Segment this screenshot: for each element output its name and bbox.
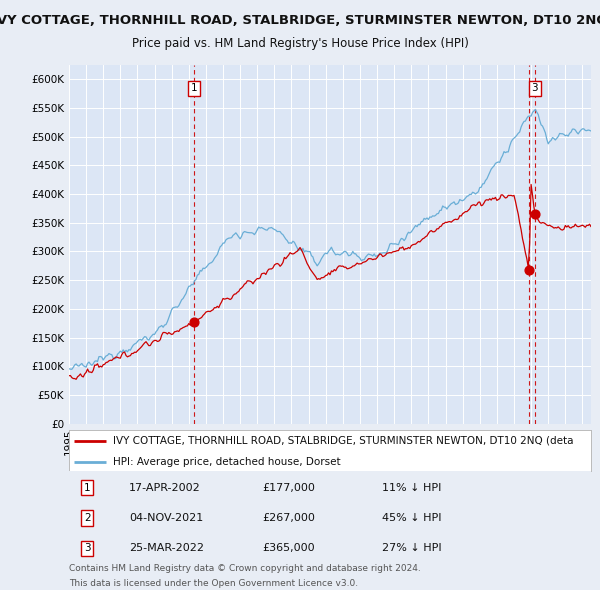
Text: 1: 1 — [84, 483, 91, 493]
Text: 17-APR-2002: 17-APR-2002 — [129, 483, 201, 493]
Text: IVY COTTAGE, THORNHILL ROAD, STALBRIDGE, STURMINSTER NEWTON, DT10 2NQ: IVY COTTAGE, THORNHILL ROAD, STALBRIDGE,… — [0, 14, 600, 27]
Text: £267,000: £267,000 — [262, 513, 315, 523]
Text: 27% ↓ HPI: 27% ↓ HPI — [382, 543, 442, 553]
Text: 3: 3 — [84, 543, 91, 553]
Text: 11% ↓ HPI: 11% ↓ HPI — [382, 483, 442, 493]
Text: 3: 3 — [532, 83, 538, 93]
Text: £177,000: £177,000 — [262, 483, 315, 493]
Text: 45% ↓ HPI: 45% ↓ HPI — [382, 513, 442, 523]
Point — [530, 209, 539, 219]
Text: 25-MAR-2022: 25-MAR-2022 — [129, 543, 204, 553]
Text: Contains HM Land Registry data © Crown copyright and database right 2024.: Contains HM Land Registry data © Crown c… — [69, 565, 421, 573]
Text: HPI: Average price, detached house, Dorset: HPI: Average price, detached house, Dors… — [113, 457, 341, 467]
Text: 1: 1 — [190, 83, 197, 93]
Text: 2: 2 — [84, 513, 91, 523]
Text: £365,000: £365,000 — [262, 543, 315, 553]
Point — [189, 317, 199, 327]
Text: Price paid vs. HM Land Registry's House Price Index (HPI): Price paid vs. HM Land Registry's House … — [131, 37, 469, 50]
Point — [524, 266, 534, 275]
Text: This data is licensed under the Open Government Licence v3.0.: This data is licensed under the Open Gov… — [69, 579, 358, 588]
Text: IVY COTTAGE, THORNHILL ROAD, STALBRIDGE, STURMINSTER NEWTON, DT10 2NQ (deta: IVY COTTAGE, THORNHILL ROAD, STALBRIDGE,… — [113, 435, 574, 445]
Text: 04-NOV-2021: 04-NOV-2021 — [129, 513, 203, 523]
